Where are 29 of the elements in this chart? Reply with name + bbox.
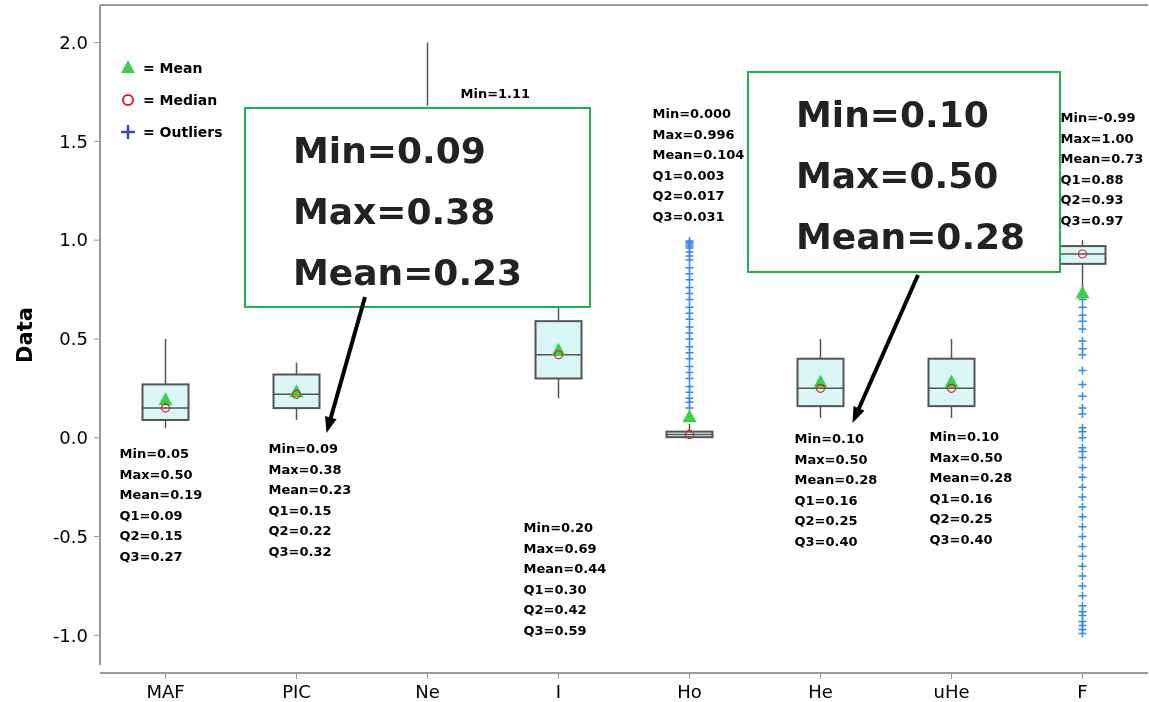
- x-tick-label: He: [808, 681, 833, 702]
- y-tick-label: 0.5: [59, 328, 88, 350]
- y-tick-label: -0.5: [52, 525, 88, 547]
- annotation: = Outliers: [143, 123, 223, 140]
- annotation: Min=-0.99 Max=1.00 Mean=0.73 Q1=0.88 Q2=0.93 Q3=0.97: [1060, 110, 1144, 228]
- y-tick-label: 1.5: [59, 130, 88, 152]
- annotation: Min=0.20 Max=0.69 Mean=0.44 Q1=0.30 Q2=0.42 Q3=0.59: [523, 520, 607, 638]
- y-tick-label: 0.0: [59, 427, 88, 449]
- x-tick-label: Ne: [415, 681, 440, 702]
- annotation: Min=0.000 Max=0.996 Mean=0.104 Q1=0.003 Q2=0.017 Q3=0.031: [652, 106, 745, 224]
- x-tick-label: PIC: [282, 681, 311, 702]
- x-tick-label: I: [555, 681, 562, 702]
- annotation: Min=0.05 Max=0.50 Mean=0.19 Q1=0.09 Q2=0.15 Q3=0.27: [119, 446, 203, 564]
- annotation: Min=0.09 Max=0.38 Mean=0.23: [293, 130, 523, 293]
- y-tick-label: -1.0: [52, 624, 88, 646]
- annotation: = Median: [143, 91, 218, 108]
- annotation: Min=1.11: [460, 86, 531, 101]
- annotation: Min=0.10 Max=0.50 Mean=0.28 Q1=0.16 Q2=0.25 Q3=0.40: [794, 431, 878, 549]
- annotation: Min=0.10 Max=0.50 Mean=0.28: [796, 94, 1026, 257]
- y-tick-label: 2.0: [59, 31, 88, 53]
- x-tick-label: MAF: [146, 681, 185, 702]
- annotation: = Mean: [143, 59, 203, 76]
- x-tick-label: Ho: [677, 681, 702, 702]
- x-tick-label: uHe: [933, 681, 970, 702]
- x-tick-label: F: [1077, 681, 1088, 702]
- annotation: Min=0.10 Max=0.50 Mean=0.28 Q1=0.16 Q2=0.25 Q3=0.40: [929, 429, 1013, 547]
- y-axis-title: Data: [13, 307, 37, 363]
- annotation: Min=0.09 Max=0.38 Mean=0.23 Q1=0.15 Q2=0.22 Q3=0.32: [268, 441, 352, 559]
- y-tick-label: 1.0: [59, 229, 88, 251]
